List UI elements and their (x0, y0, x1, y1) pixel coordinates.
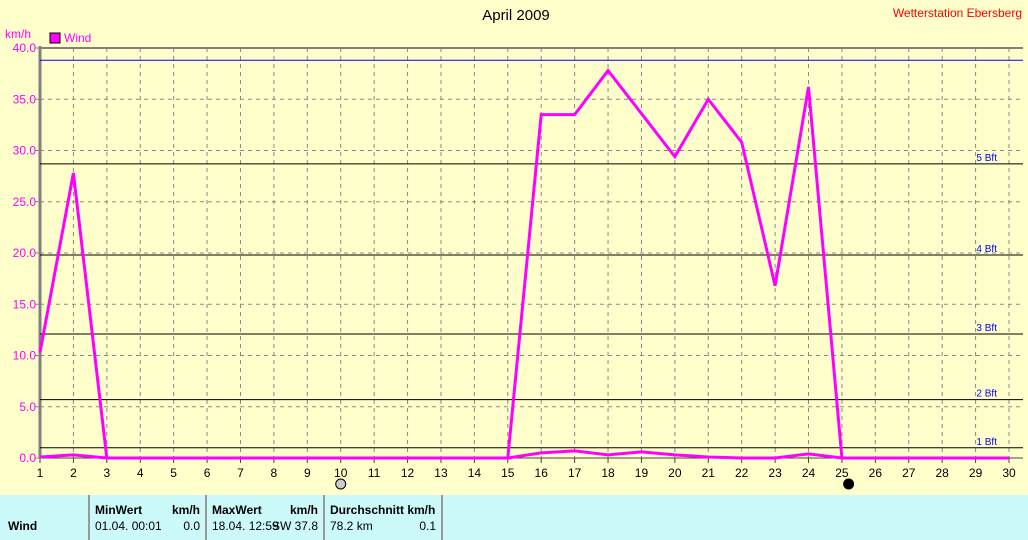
new-moon-icon (843, 478, 855, 490)
x-tick-label: 7 (237, 466, 244, 480)
beaufort-label: 5 Bft (976, 153, 997, 164)
x-tick-label: 25 (835, 466, 849, 480)
max-header: MaxWert (212, 503, 262, 517)
x-tick-label: 13 (434, 466, 448, 480)
max-column: MaxWert km/h 18.04. 12:59 SW 37.8 (205, 495, 323, 540)
x-tick-label: 18 (601, 466, 615, 480)
chart-title: April 2009 (482, 7, 550, 24)
min-unit: km/h (171, 503, 200, 517)
divider (441, 495, 443, 540)
x-tick-label: 8 (271, 466, 278, 480)
x-tick-label: 15 (501, 466, 515, 480)
average-series-line (39, 449, 1009, 460)
wind-chart: 0.05.010.015.020.025.030.035.040.01 2 3 4 5 6… (5, 6, 1023, 490)
x-tick-label: 4 (137, 466, 144, 480)
y-tick-label: 15.0 (13, 297, 37, 311)
x-tick-label: 19 (635, 466, 649, 480)
x-tick-label: 28 (935, 466, 949, 480)
y-tick-label: 35.0 (13, 92, 37, 106)
full-moon-icon (335, 478, 347, 490)
y-tick-label: 0.0 (19, 451, 36, 465)
y-tick-label: 30.0 (13, 144, 37, 158)
avg-distance: 78.2 km (330, 519, 373, 533)
x-tick-label: 10 (334, 466, 348, 480)
x-tick-label: 23 (768, 466, 782, 480)
x-tick-label: 3 (103, 466, 110, 480)
avg-header: Durchschnitt km/h (330, 503, 436, 517)
station-name: Wetterstation Ebersberg (893, 6, 1022, 20)
x-tick-label: 17 (568, 466, 582, 480)
y-axis-unit: km/h (5, 27, 31, 41)
y-tick-label: 25.0 (13, 195, 37, 209)
min-value: 0.0 (183, 519, 200, 533)
y-tick-label: 40.0 (13, 41, 37, 55)
beaufort-label: 2 Bft (976, 389, 997, 400)
max-value: SW 37.8 (271, 519, 318, 533)
row-label: Wind (8, 519, 38, 533)
y-tick-label: 20.0 (13, 246, 37, 260)
x-tick-label: 12 (401, 466, 415, 480)
beaufort-label: 4 Bft (976, 244, 997, 255)
x-tick-label: 20 (668, 466, 682, 480)
x-tick-label: 2 (70, 466, 77, 480)
legend-swatch (49, 32, 61, 44)
x-tick-label: 27 (902, 466, 916, 480)
beaufort-label: 3 Bft (976, 323, 997, 334)
x-tick-label: 21 (702, 466, 716, 480)
stats-table: Wind MinWert km/h 01.04. 00:01 0.0 MaxWe… (0, 495, 1028, 540)
legend-label: Wind (64, 31, 91, 45)
x-tick-label: 1 (37, 466, 44, 480)
x-tick-label: 6 (204, 466, 211, 480)
x-tick-label: 16 (535, 466, 549, 480)
x-tick-label: 24 (802, 466, 816, 480)
y-tick-label: 5.0 (19, 400, 36, 414)
min-column: MinWert km/h 01.04. 00:01 0.0 (88, 495, 205, 540)
x-tick-label: 11 (368, 466, 381, 480)
avg-column: Durchschnitt km/h 78.2 km 0.1 (323, 495, 441, 540)
x-tick-label: 26 (869, 466, 883, 480)
x-tick-label: 9 (304, 466, 311, 480)
min-header: MinWert (95, 503, 143, 517)
avg-value: 0.1 (419, 519, 436, 533)
beaufort-label: 1 Bft (976, 437, 997, 448)
min-date: 01.04. 00:01 (95, 519, 162, 533)
max-unit: km/h (289, 503, 318, 517)
x-tick-label: 22 (735, 466, 749, 480)
x-tick-label: 14 (468, 466, 482, 480)
x-tick-label: 29 (969, 466, 983, 480)
x-tick-label: 5 (170, 466, 177, 480)
y-tick-label: 10.0 (13, 349, 37, 363)
max-date: 18.04. 12:59 (212, 519, 279, 533)
x-tick-label: 30 (1002, 466, 1016, 480)
